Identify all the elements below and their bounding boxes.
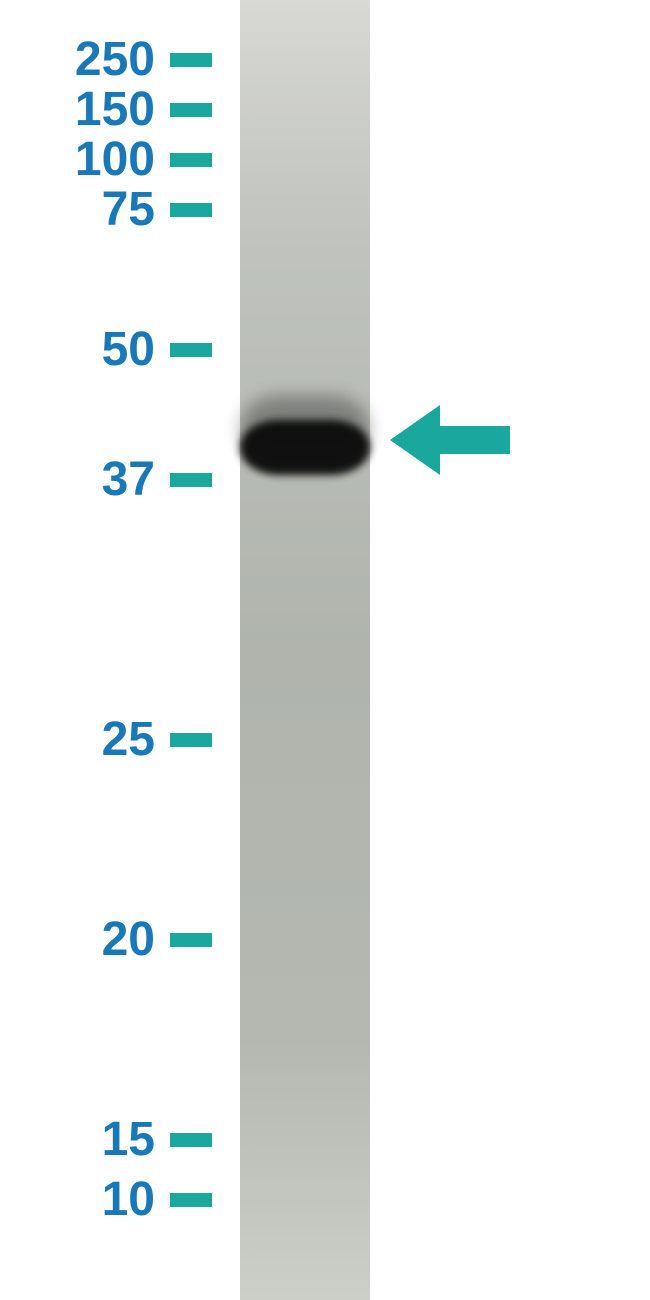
mw-tick-37 — [170, 473, 212, 487]
arrow-head — [390, 405, 440, 475]
mw-label-150: 150 — [75, 82, 155, 137]
mw-tick-75 — [170, 203, 212, 217]
mw-tick-20 — [170, 933, 212, 947]
mw-tick-25 — [170, 733, 212, 747]
mw-label-20: 20 — [102, 912, 155, 967]
mw-tick-150 — [170, 103, 212, 117]
mw-label-25: 25 — [102, 712, 155, 767]
mw-label-50: 50 — [102, 322, 155, 377]
mw-label-75: 75 — [102, 182, 155, 237]
mw-label-15: 15 — [102, 1112, 155, 1167]
gel-lane — [240, 0, 370, 1300]
mw-label-10: 10 — [102, 1172, 155, 1227]
protein-band-1 — [240, 420, 370, 475]
blot-container: 25015010075 50 37 25 20 1510 — [0, 0, 650, 1300]
mw-label-100: 100 — [75, 132, 155, 187]
mw-label-37: 37 — [102, 452, 155, 507]
arrow-shaft — [440, 426, 510, 454]
mw-tick-100 — [170, 153, 212, 167]
mw-tick-50 — [170, 343, 212, 357]
band-indicator-arrow — [390, 405, 510, 475]
mw-label-250: 250 — [75, 32, 155, 87]
mw-tick-15 — [170, 1133, 212, 1147]
mw-tick-10 — [170, 1193, 212, 1207]
mw-tick-250 — [170, 53, 212, 67]
